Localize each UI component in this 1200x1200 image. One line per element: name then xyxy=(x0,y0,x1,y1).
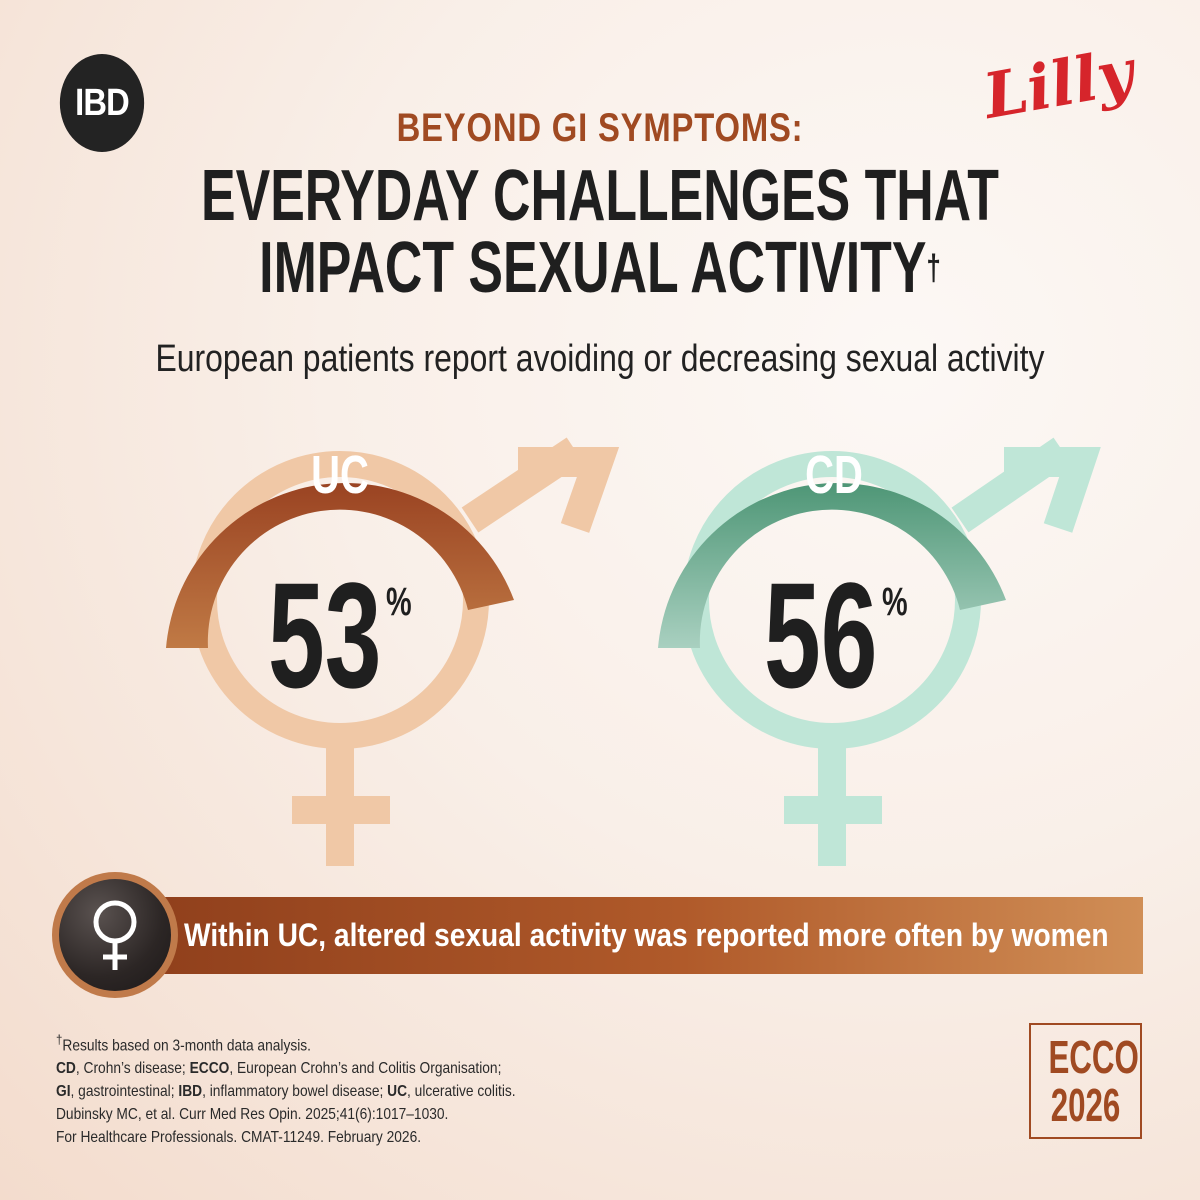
footnote-dagger: †Results based on 3-month data analysis. xyxy=(56,1032,311,1055)
footnote-abbreviations-2: GI, gastrointestinal; IBD, inflammatory … xyxy=(56,1083,516,1101)
headline-line-2: IMPACT SEXUAL ACTIVITY† xyxy=(259,228,941,308)
callout-text: Within UC, altered sexual activity was r… xyxy=(184,917,1109,953)
ecco-year: 2026 xyxy=(1050,1079,1121,1131)
uc-label: UC xyxy=(311,445,369,505)
dagger-mark: † xyxy=(926,247,941,288)
cd-percent-sign: % xyxy=(882,580,908,624)
cd-percent-value: 56 xyxy=(764,551,878,719)
ibd-logo: IBD xyxy=(59,54,145,152)
cd-gender-symbol xyxy=(658,437,1101,866)
page-title: EVERYDAY CHALLENGES THAT IMPACT SEXUAL A… xyxy=(168,160,1032,304)
uc-percent-value: 53 xyxy=(268,551,382,719)
kicker-title: BEYOND GI SYMPTOMS: xyxy=(396,106,804,150)
venus-icon xyxy=(93,900,137,970)
ecco-label: ECCO xyxy=(1048,1031,1139,1083)
uc-gender-symbol xyxy=(166,437,620,866)
callout-banner: Within UC, altered sexual activity was r… xyxy=(120,897,1143,974)
footnote-legal: For Healthcare Professionals. CMAT-11249… xyxy=(56,1129,422,1147)
uc-arc xyxy=(166,482,514,648)
headline-line-1: EVERYDAY CHALLENGES THAT xyxy=(201,156,999,236)
footnote-citation: Dubinsky MC, et al. Curr Med Res Opin. 2… xyxy=(56,1106,449,1124)
cd-label: CD xyxy=(805,445,863,505)
footnote-abbreviations-1: CD, Crohn’s disease; ECCO, European Croh… xyxy=(56,1060,502,1078)
subtitle: European patients report avoiding or dec… xyxy=(155,338,1045,380)
venus-badge xyxy=(52,872,178,998)
cd-arc xyxy=(658,482,1006,648)
ecco-2026-badge: ECCO 2026 xyxy=(1029,1023,1142,1139)
footnotes: †Results based on 3-month data analysis.… xyxy=(56,1028,675,1149)
uc-percent-sign: % xyxy=(386,580,412,624)
